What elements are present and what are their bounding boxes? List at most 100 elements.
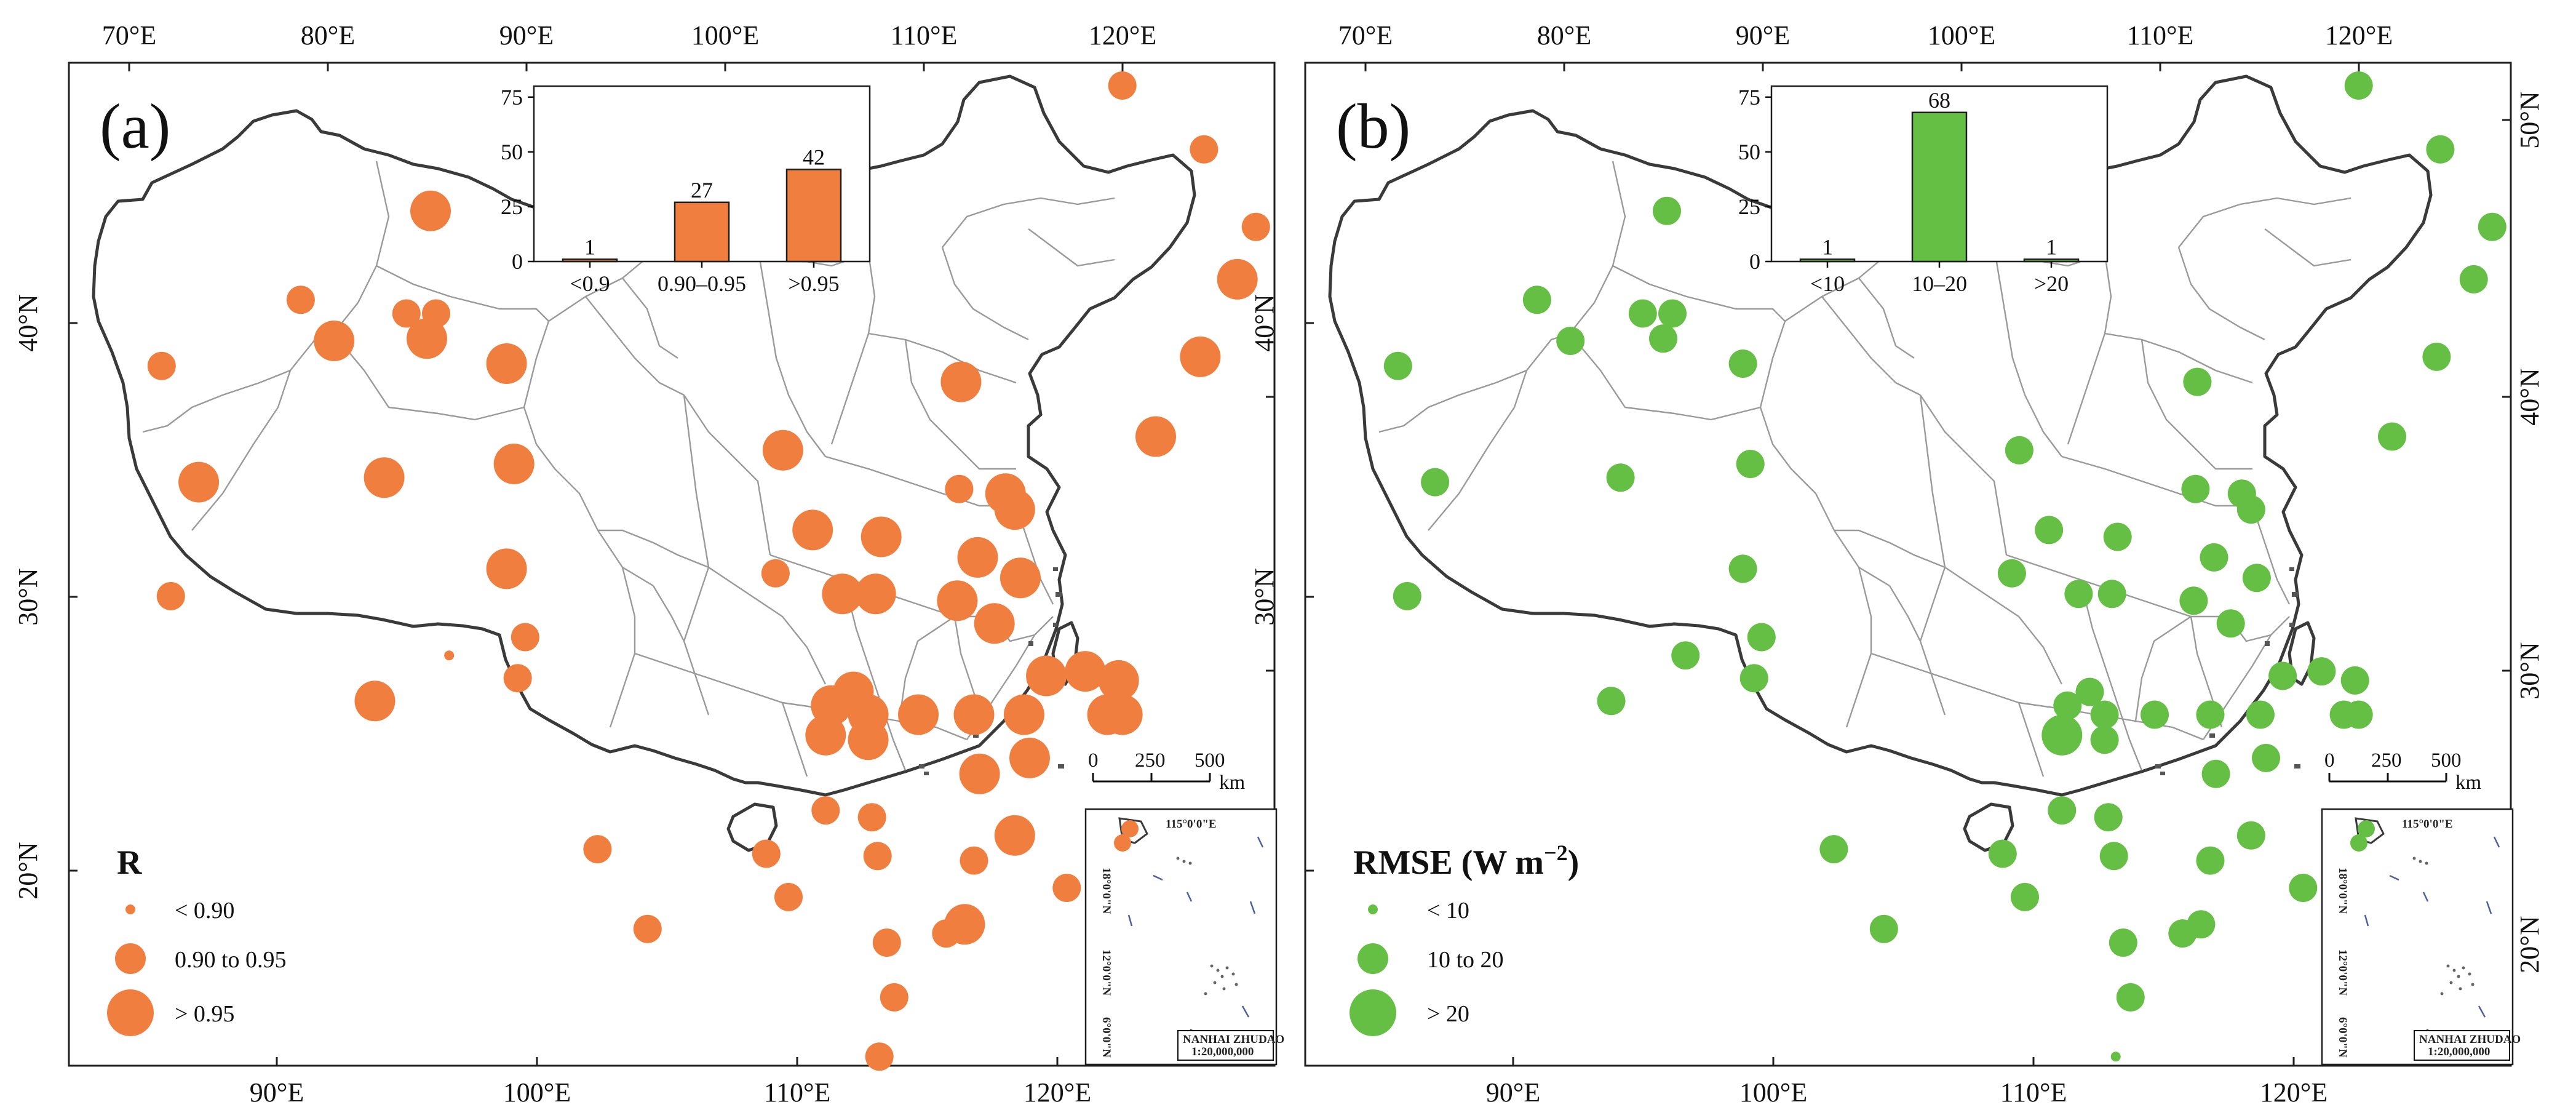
station-marker xyxy=(633,914,662,943)
station-marker xyxy=(503,664,532,693)
station-marker xyxy=(805,714,846,756)
graticule-label: 50°N xyxy=(2514,91,2545,148)
graticule-label: 30°N xyxy=(2514,642,2545,699)
histogram-y-tick-label: 50 xyxy=(1738,140,1760,164)
station-marker xyxy=(486,548,527,589)
station-marker xyxy=(2183,367,2212,396)
inset-scale: 1:20,000,000 xyxy=(2428,1045,2490,1058)
graticule-label: 70°E xyxy=(1338,20,1393,50)
station-marker xyxy=(1728,554,1757,583)
map-frame xyxy=(1304,62,2512,1067)
inset-lat-label-2: 12°0'0"N xyxy=(1100,949,1113,996)
station-marker xyxy=(857,803,886,832)
graticule-label: 90°E xyxy=(250,1077,304,1108)
station-marker xyxy=(364,457,405,498)
graticule-label: 80°E xyxy=(1537,20,1591,50)
station-marker xyxy=(2252,743,2280,772)
graticule-labels: 70°E 80°E 90°E 100°E 110°E 120°E 90°E 100°E 110°… xyxy=(13,20,2545,1108)
panel-b-legend: RMSE (W m−2) < 10 10 to 20 > 20 xyxy=(1350,840,1579,1036)
panel-a-legend: R < 0.90 0.90 to 0.95 > 0.95 xyxy=(107,844,287,1036)
inset-lat-label-3: 6°0'0"N xyxy=(1100,1017,1113,1058)
station-marker xyxy=(2064,580,2093,609)
station-marker xyxy=(2246,700,2275,729)
station-marker xyxy=(2099,842,2128,871)
inset-lon-label: 115°0'0"E xyxy=(1166,818,1217,831)
graticule-label: 100°E xyxy=(503,1077,571,1108)
graticule-label: 30°N xyxy=(13,568,43,625)
station-marker xyxy=(2181,474,2210,503)
panel-b-map xyxy=(1304,62,2512,1067)
histogram-bar xyxy=(2023,258,2080,263)
scale-unit: km xyxy=(1219,772,1246,794)
graticule-label: 70°E xyxy=(102,20,156,50)
station-marker xyxy=(1988,839,2017,868)
inset-lon-label: 115°0'0"E xyxy=(2402,818,2453,831)
graticule-label: 90°E xyxy=(1736,20,1790,50)
station-marker xyxy=(1000,557,1041,599)
scale-tick-500: 500 xyxy=(1195,749,1225,772)
graticule-label: 100°E xyxy=(691,20,759,50)
station-marker xyxy=(2048,796,2077,825)
station-marker xyxy=(1065,651,1106,692)
station-marker xyxy=(937,580,978,621)
inset-lat-label-1: 18°0'0"N xyxy=(1100,868,1113,914)
station-marker xyxy=(2179,586,2208,615)
station-marker xyxy=(2344,71,2373,100)
scale-tick-0: 0 xyxy=(2324,749,2335,772)
station-marker xyxy=(178,461,220,503)
histogram-y-tick-label: 0 xyxy=(512,249,523,274)
station-marker xyxy=(2168,919,2197,948)
station-marker xyxy=(2201,759,2230,788)
histogram-category-label: >0.95 xyxy=(788,271,839,296)
station-marker xyxy=(960,846,988,875)
station-marker xyxy=(1098,660,1139,701)
graticule-label: 120°E xyxy=(1024,1077,1091,1108)
inset-title: NANHAI ZHUDAO xyxy=(1183,1033,1284,1046)
station-marker xyxy=(2344,700,2373,729)
graticule-label: 80°E xyxy=(301,20,355,50)
histogram-value-label: 42 xyxy=(803,145,825,169)
histogram-value-label: 1 xyxy=(2046,234,2057,259)
station-marker xyxy=(974,603,1015,644)
station-marker xyxy=(953,694,995,735)
panel-a-map xyxy=(68,62,1276,1071)
station-marker xyxy=(865,1042,894,1071)
station-marker xyxy=(2094,803,2123,832)
station-marker xyxy=(940,361,982,402)
panel-a-histogram: 0 25 50 75 1 <0.9 27 0.90–0.95 42 >0.95 xyxy=(501,85,871,296)
station-marker xyxy=(2268,661,2297,690)
inset-title: NANHAI ZHUDAO xyxy=(2419,1033,2521,1046)
graticule-label: 110°E xyxy=(2000,1077,2067,1108)
legend-label-high: > 0.95 xyxy=(175,1001,234,1027)
station-marker xyxy=(2216,609,2245,638)
station-marker xyxy=(774,882,803,911)
station-marker xyxy=(822,573,863,615)
station-marker xyxy=(2116,983,2145,1012)
station-marker xyxy=(407,318,447,359)
station-marker xyxy=(855,573,896,615)
panel-b-inset-map: 115°0'0"E 18°0'0"N 12°0'0"N 6°0'0"N NANH… xyxy=(2321,808,2521,1066)
histogram-value-label: 1 xyxy=(1822,234,1833,259)
legend-label-low: < 0.90 xyxy=(175,898,234,924)
inset-lat-label-3: 6°0'0"N xyxy=(2336,1017,2349,1058)
legend-label-mid: 10 to 20 xyxy=(1427,947,1504,973)
station-marker xyxy=(2236,495,2265,524)
graticule-label: 110°E xyxy=(2127,20,2194,50)
station-marker xyxy=(2378,422,2406,451)
station-marker xyxy=(1421,468,1450,497)
station-marker xyxy=(583,835,612,864)
station-marker xyxy=(1819,835,1848,864)
station-marker xyxy=(2103,522,2132,551)
station-marker xyxy=(2109,928,2137,957)
inset-lat-label-1: 18°0'0"N xyxy=(2336,868,2349,914)
graticule-label: 20°N xyxy=(13,842,43,899)
legend-label-high: > 20 xyxy=(1427,1001,1469,1027)
panel-a-label: (a) xyxy=(100,91,170,162)
station-marker xyxy=(2141,700,2169,729)
station-marker xyxy=(1102,694,1143,735)
scale-unit: km xyxy=(2455,772,2482,794)
station-marker xyxy=(1606,463,1635,492)
station-marker xyxy=(2422,342,2451,371)
legend-marker-medium xyxy=(115,943,146,974)
